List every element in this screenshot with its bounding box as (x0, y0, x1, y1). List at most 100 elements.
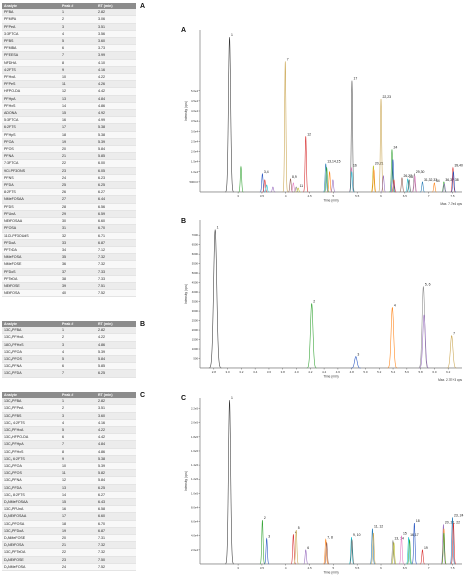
cell-analyte: PFHpS (2, 131, 60, 139)
x-tick-label: 5 (333, 194, 335, 198)
peak-trace (450, 522, 457, 565)
peak-label: 8,9 (292, 175, 297, 179)
table-row: D₃NMeFOSAA 15 6.43 (2, 498, 136, 507)
peak-trace (431, 182, 437, 193)
cell-rt: 2.82 (96, 398, 136, 406)
peak-trace (419, 314, 430, 369)
peak-trace (324, 541, 330, 565)
table-row: 13C₈PFOA 10 5.39 (2, 462, 136, 471)
cell-peak: 11 (60, 80, 96, 89)
cell-peak: 1 (60, 327, 96, 335)
x-tick-label: 4 (285, 566, 287, 570)
table-row: 11Cl-PF3OUdS 32 6.71 (2, 232, 136, 240)
cell-analyte: 13C₃HFPO-DA (2, 433, 60, 442)
y-tick-label: 1.8e5 (191, 435, 198, 439)
x-tick-label: 6.5 (403, 566, 408, 570)
cell-rt: 2.82 (96, 327, 136, 335)
x-tick-label: 3 (237, 194, 239, 198)
table-row: 13C₅PFHxA 5 4.22 (2, 426, 136, 435)
peak-trace (238, 165, 244, 193)
x-tick-label: 6.2 (446, 370, 451, 374)
y-axis-label: Intensity (cps) (184, 101, 188, 121)
cell-analyte: D₇NMeFOSE (2, 534, 60, 543)
cell-rt: 5.39 (96, 348, 136, 357)
cell-rt: 4.99 (96, 116, 136, 125)
peak-label: 16,17 (410, 533, 419, 537)
y-tick-label: 1.0e5 (191, 491, 198, 495)
y-axis-label: Intensity (cps) (184, 471, 188, 491)
header-rt: RT (min) (96, 321, 136, 328)
x-tick-label: 7 (428, 566, 430, 570)
peak-label: 11 (300, 184, 304, 188)
peak-trace (295, 187, 301, 193)
peak-trace (378, 98, 384, 193)
x-tick-label: 6 (380, 566, 382, 570)
peak-trace (306, 303, 317, 369)
peak-label: 13, 14 (394, 537, 404, 541)
cell-peak: 18 (60, 520, 96, 528)
peak-trace (450, 170, 457, 193)
cell-analyte: PFDA (2, 181, 60, 190)
table-row: PFHxA 10 4.22 (2, 73, 136, 82)
peak-label: 5 (298, 526, 300, 530)
peak-label: 22,23 (383, 95, 392, 99)
header-peak: Peak # (60, 3, 96, 10)
table-row: 13C₃PFHxS 8 4.86 (2, 448, 136, 456)
x-tick-label: 4.0 (294, 370, 299, 374)
table-row: NMeFOSA 35 7.32 (2, 253, 136, 262)
cell-rt: 4.92 (96, 109, 136, 118)
cell-rt: 4.16 (96, 66, 136, 75)
cell-analyte: PFOSA (2, 224, 60, 233)
peak-label: 3 (357, 353, 359, 357)
table-row: PFHxS 14 4.86 (2, 102, 136, 111)
peak-trace (349, 538, 355, 565)
cell-peak: 28 (60, 203, 96, 211)
cell-analyte: NMeFOSAA (2, 195, 60, 204)
cell-peak: 24 (60, 174, 96, 183)
x-tick-label: 5.0 (363, 370, 368, 374)
cell-rt: 6.60 (96, 512, 136, 521)
cell-peak: 4 (60, 348, 96, 357)
cell-rt: 6.25 (96, 369, 136, 378)
table-row: PFNS 24 6.23 (2, 174, 136, 183)
cell-peak: 34 (60, 246, 96, 255)
cell-analyte: PFTrDA (2, 246, 60, 255)
header-rt: RT (min) (96, 392, 136, 399)
cell-analyte: 13C₄PFBA (2, 327, 60, 335)
peak-label: 26,27 (403, 174, 412, 178)
y-tick-label: 1.6e5 (191, 449, 198, 453)
cell-peak: 22 (60, 159, 96, 168)
table-row: 13C₈PFOA 4 5.39 (2, 348, 136, 357)
y-tick-label: 5500 (192, 262, 199, 266)
cell-analyte: 13C₈PFOSA (2, 520, 60, 528)
cell-analyte: NMeFOSE (2, 260, 60, 269)
header-analyte: Analyte (2, 3, 60, 10)
table-row: HFPO-DA 12 4.42 (2, 87, 136, 96)
cell-peak: 2 (60, 15, 96, 24)
table-row: PFUnA 29 6.59 (2, 210, 136, 219)
x-tick-label: 4.4 (322, 370, 327, 374)
y-tick-label: 6000 (192, 252, 199, 256)
y-tick-label: 4.0e4 (191, 109, 198, 113)
table-row: 3:3FTCA 4 3.56 (2, 30, 136, 39)
cell-rt: 7.32 (96, 548, 136, 557)
cell-rt: 5.85 (96, 152, 136, 161)
peak-trace (370, 165, 377, 193)
header-rt: RT (min) (96, 3, 136, 10)
peak-label: 1 (231, 33, 233, 37)
table-row: NEtFOSA 40 7.52 (2, 289, 136, 298)
cell-peak: 20 (60, 534, 96, 543)
x-tick-label: 5.4 (391, 370, 396, 374)
cell-analyte: PFNA (2, 152, 60, 161)
cell-peak: 24 (60, 563, 96, 572)
peak-label: 29,30 (416, 170, 425, 174)
cell-rt: 7.51 (96, 282, 136, 291)
x-tick-label: 4.6 (336, 370, 341, 374)
peak-label: 15 (403, 532, 407, 536)
cell-peak: 19 (60, 138, 96, 147)
x-tick-label: 3.5 (260, 194, 265, 198)
cell-rt: 4.16 (96, 419, 136, 428)
y-tick-label: 1500 (192, 338, 199, 342)
cell-peak: 12 (60, 476, 96, 485)
cell-peak: 23 (60, 556, 96, 564)
